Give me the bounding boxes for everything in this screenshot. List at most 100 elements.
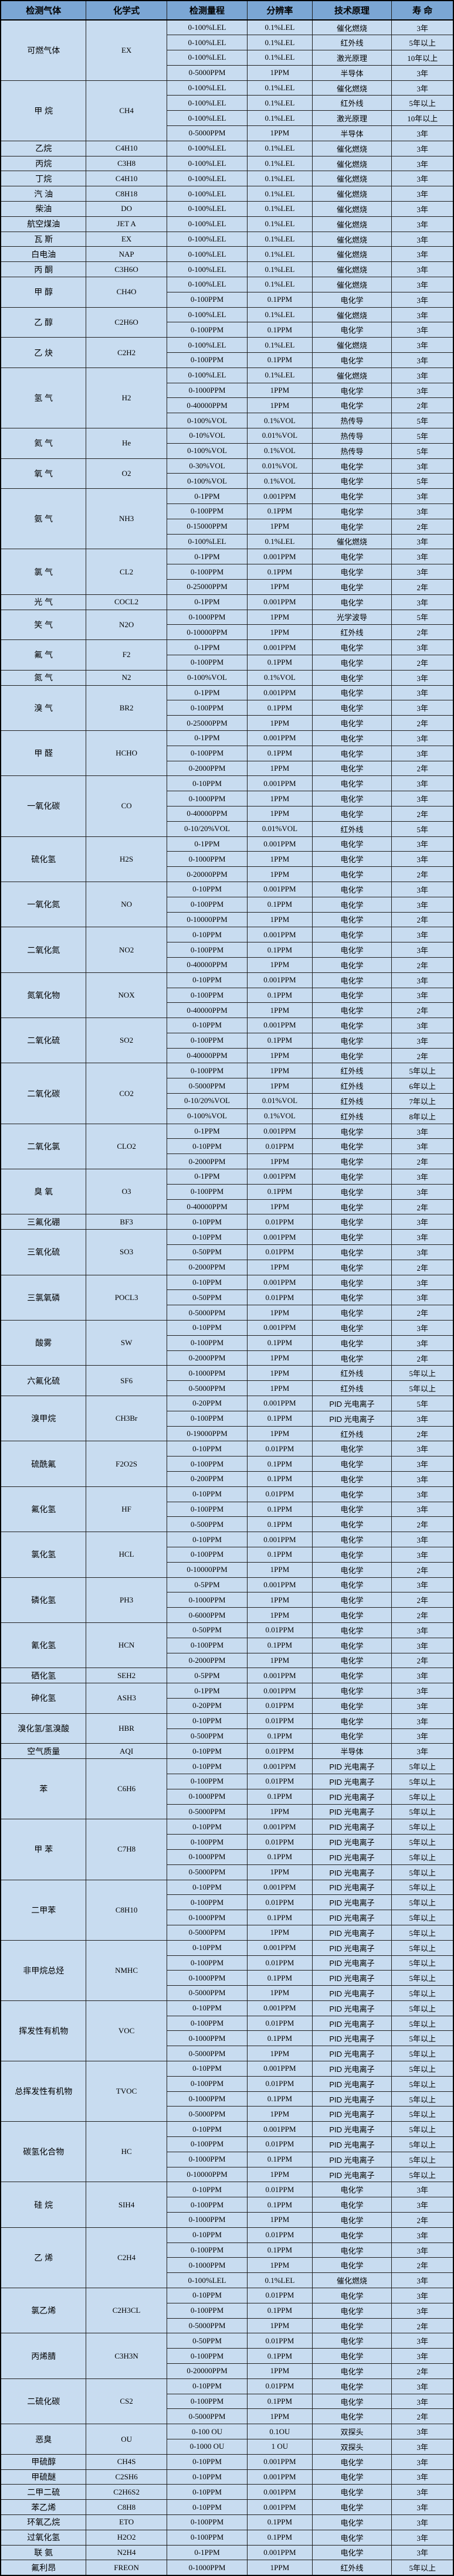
lifespan-cell: 5年以上 <box>391 1939 454 1956</box>
technology-cell: PID 光电离子 <box>311 2015 392 2031</box>
table-row: 0-2000PPM 1PPM 电化学 2年 <box>1 1652 454 1669</box>
technology-cell: 电化学 <box>311 352 392 368</box>
lifespan-cell: 3年 <box>391 2393 454 2410</box>
header-gas: 检测气体 <box>0 0 87 21</box>
range-cell: 0-10%VOL <box>166 428 248 444</box>
resolution-cell: 1PPM <box>247 2560 313 2576</box>
range-cell: 0-25000PPM <box>166 715 248 731</box>
resolution-cell: 0.001PPM <box>247 881 313 897</box>
table-row: 0-5000PPM 1PPM 半导体 3年 <box>1 125 454 141</box>
lifespan-cell: 3年 <box>391 2302 454 2319</box>
resolution-cell: 0.001PPM <box>247 1819 313 1835</box>
technology-cell: 催化燃烧 <box>311 2272 392 2289</box>
technology-cell: 电化学 <box>311 291 392 308</box>
technology-cell: 电化学 <box>311 1713 392 1729</box>
lifespan-cell: 3年 <box>391 2348 454 2364</box>
range-cell: 0-10PPM <box>166 2469 248 2485</box>
range-cell: 0-15000PPM <box>166 518 248 535</box>
range-cell: 0-10PPM <box>166 927 248 943</box>
resolution-cell: 0.001PPM <box>247 1320 313 1336</box>
table-row: 0-100PPM 0.01PPM PID 光电离子 5年以上 <box>1 1955 454 1971</box>
table-row: 0-1000PPM 0.1PPM PID 光电离子 5年以上 <box>1 2151 454 2167</box>
table-row: 0-100PPM 0.1PPM 电化学 3年 <box>1 564 454 580</box>
gas-name-cell: 氢 气 <box>0 367 87 429</box>
technology-cell: PID 光电离子 <box>311 2046 392 2062</box>
lifespan-cell: 2年 <box>391 624 454 641</box>
resolution-cell: 1PPM <box>247 518 313 535</box>
gas-name-cell: 航空煤油 <box>0 216 87 232</box>
range-cell: 0-1PPM <box>166 836 248 852</box>
resolution-cell: 0.1%VOL <box>247 1108 313 1124</box>
technology-cell: 红外线 <box>311 1063 392 1079</box>
lifespan-cell: 3年 <box>391 594 454 610</box>
lifespan-cell: 3年 <box>391 367 454 383</box>
resolution-cell: 0.001PPM <box>247 1879 313 1896</box>
header-technology: 技术原理 <box>311 0 392 21</box>
table-row: 0-100PPM 0.1PPM PID 光电离子 3年 <box>1 1410 454 1427</box>
resolution-cell: 0.1%LEL <box>247 80 313 96</box>
range-cell: 0-5PPM <box>166 1668 248 1684</box>
table-row: 三氯氧磷 POCL3 0-10PPM 0.001PPM 电化学 3年 <box>0 1274 454 1321</box>
range-cell: 0-10PPM <box>166 1879 248 1896</box>
formula-cell: COCL2 <box>86 594 167 610</box>
gas-name-cell: 柴油 <box>0 201 87 217</box>
technology-cell: 红外线 <box>311 1365 392 1381</box>
lifespan-cell: 5年以上 <box>391 1758 454 1774</box>
formula-cell: SO2 <box>86 1018 167 1064</box>
technology-cell: 红外线 <box>311 1425 392 1442</box>
technology-cell: 电化学 <box>311 564 392 580</box>
table-row: 丙烯腈 C3H3N 0-50PPM 0.01PPM 电化学 3年 <box>0 2333 454 2379</box>
formula-cell: SEH2 <box>86 1668 167 1684</box>
formula-cell: HF <box>86 1486 167 1533</box>
range-cell: 0-50PPM <box>166 1289 248 1306</box>
lifespan-cell: 5年以上 <box>391 2560 454 2576</box>
table-row: 0-5000PPM 1PPM PID 光电离子 5年以上 <box>1 1985 454 2001</box>
resolution-cell: 1PPM <box>247 579 313 595</box>
resolution-cell: 1PPM <box>247 1047 313 1064</box>
range-cell: 0-5000PPM <box>166 2408 248 2425</box>
table-row: 酸雾 SW 0-10PPM 0.001PPM 电化学 3年 <box>0 1320 454 1366</box>
gas-name-cell: 笑 气 <box>0 609 87 641</box>
technology-cell: PID 光电离子 <box>311 1819 392 1835</box>
lifespan-cell: 3年 <box>391 2288 454 2303</box>
technology-cell: 电化学 <box>311 760 392 777</box>
range-cell: 0-100 OU <box>166 2424 248 2439</box>
resolution-cell: 0.1PPM <box>247 2197 313 2213</box>
gas-name-cell: 二硫化碳 <box>0 2378 87 2425</box>
lifespan-cell: 3年 <box>391 851 454 867</box>
range-cell: 0-100%LEL <box>166 533 248 550</box>
range-cell: 0-10PPM <box>166 1441 248 1457</box>
lifespan-cell: 10年以上 <box>391 110 454 127</box>
resolution-cell: 1PPM <box>247 1985 313 2001</box>
gas-name-cell: 丙烯腈 <box>0 2333 87 2379</box>
lifespan-cell: 3年 <box>391 2544 454 2561</box>
resolution-cell: 1PPM <box>247 64 313 81</box>
technology-cell: 电化学 <box>311 2393 392 2410</box>
range-cell: 0-100PPM <box>166 700 248 716</box>
range-cell: 0-20000PPM <box>166 866 248 882</box>
resolution-cell: 0.001PPM <box>247 1274 313 1291</box>
lifespan-cell: 2年 <box>391 1607 454 1623</box>
technology-cell: 电化学 <box>311 458 392 474</box>
range-cell: 0-1000PPM <box>166 382 248 399</box>
lifespan-cell: 2年 <box>391 911 454 928</box>
range-cell: 0-100%LEL <box>166 80 248 96</box>
lifespan-cell: 3年 <box>391 322 454 338</box>
lifespan-cell: 2年 <box>391 1516 454 1533</box>
resolution-cell: 0.1%LEL <box>247 95 313 111</box>
lifespan-cell: 5年以上 <box>391 35 454 51</box>
formula-cell: CLO2 <box>86 1123 167 1170</box>
formula-cell: C8H10 <box>86 1879 167 1941</box>
range-cell: 0-2000PPM <box>166 1652 248 1669</box>
formula-cell: N2O <box>86 609 167 641</box>
lifespan-cell: 5年以上 <box>391 1879 454 1896</box>
lifespan-cell: 3年 <box>391 1713 454 1729</box>
gas-name-cell: 二氧化氯 <box>0 1123 87 1170</box>
resolution-cell: 1PPM <box>247 2363 313 2379</box>
gas-name-cell: 非甲烷总烃 <box>0 1939 87 2001</box>
lifespan-cell: 3年 <box>391 307 454 323</box>
formula-cell: FREON <box>86 2560 167 2576</box>
resolution-cell: 1PPM <box>247 2408 313 2425</box>
range-cell: 0-10PPM <box>166 1819 248 1835</box>
table-row: 0-100PPM 0.01PPM PID 光电离子 5年以上 <box>1 2075 454 2092</box>
